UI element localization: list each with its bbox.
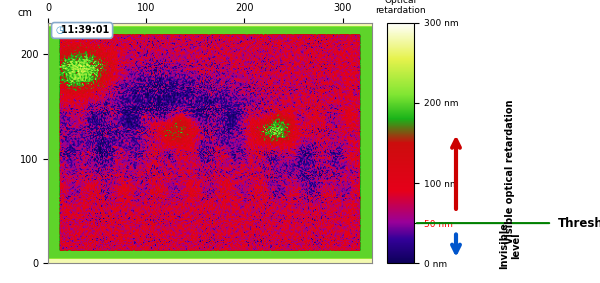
X-axis label: cm: cm <box>203 0 217 2</box>
Text: Threshold: Threshold <box>558 216 600 230</box>
Text: 11:39:01: 11:39:01 <box>55 25 110 35</box>
Text: Optical
retardation: Optical retardation <box>375 0 426 16</box>
Text: ◷: ◷ <box>56 25 64 35</box>
Text: Visible optical retardation: Visible optical retardation <box>505 100 515 245</box>
Y-axis label: cm: cm <box>18 8 33 18</box>
Text: Invisible
level: Invisible level <box>499 222 521 269</box>
